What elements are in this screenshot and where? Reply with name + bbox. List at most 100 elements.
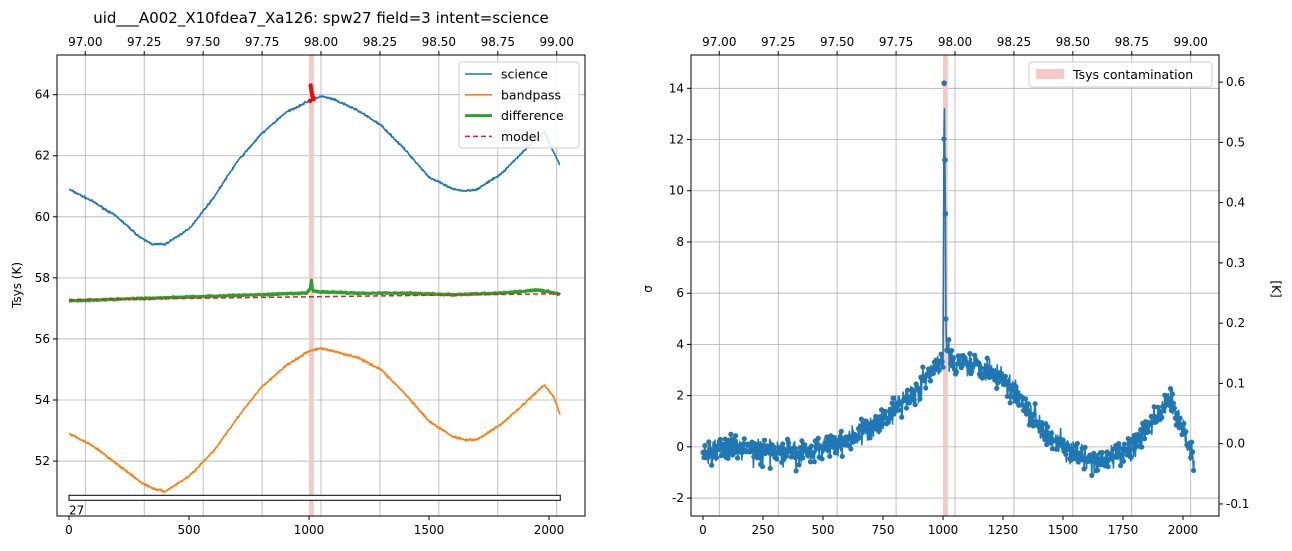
sigma-point — [1094, 467, 1101, 473]
sigma-point — [774, 456, 780, 462]
sigma-point — [867, 435, 873, 441]
sigma-point — [779, 459, 785, 465]
sigma-point — [799, 438, 805, 444]
sigma-point — [927, 378, 934, 384]
sigma-point — [946, 337, 952, 343]
legend-frame — [458, 61, 580, 149]
top-x-tick-label: 98.50 — [1056, 35, 1090, 49]
sigma-point — [845, 442, 851, 449]
x-tick-label: 2000 — [534, 523, 565, 537]
sigma-point — [830, 434, 837, 440]
sigma-point — [734, 455, 741, 461]
sigma-point — [1007, 400, 1013, 406]
sigma-point — [848, 446, 854, 452]
sigma-point — [1031, 411, 1037, 417]
sigma-point — [1183, 428, 1189, 435]
right-gridlines — [691, 55, 1219, 516]
model-line — [68, 292, 561, 301]
sigma-point — [807, 459, 814, 465]
sigma-point — [940, 364, 946, 370]
left-y-axis-label: Tsys (K) — [10, 262, 24, 309]
y-tick-label: 2 — [676, 389, 684, 403]
sigma-point — [740, 441, 746, 447]
y-tick-label: 60 — [35, 210, 50, 224]
sigma-point — [728, 431, 734, 437]
sigma-point — [899, 414, 905, 420]
sigma-point — [1021, 407, 1027, 414]
sigma-point — [904, 387, 911, 393]
sigma-point — [882, 408, 889, 415]
sigma-line — [702, 107, 1195, 477]
sigma-point — [1151, 404, 1157, 410]
sigma-point — [778, 451, 784, 457]
y-tick-label: -2 — [672, 491, 684, 505]
sigma-point — [759, 463, 766, 470]
right-y-tick-label: 0.1 — [1226, 376, 1245, 390]
sigma-point — [1190, 467, 1197, 474]
sigma-point — [983, 363, 989, 370]
sigma-point — [815, 435, 821, 441]
sigma-point — [943, 316, 949, 322]
sigma-point — [1124, 452, 1130, 458]
right-y-tick-label: 0.6 — [1226, 75, 1245, 89]
top-x-tick-label: 97.00 — [702, 35, 736, 49]
sigma-point — [725, 455, 731, 461]
sigma-point — [1082, 444, 1088, 450]
sigma-point — [1099, 450, 1105, 456]
sigma-point — [702, 443, 708, 449]
sigma-point — [1132, 445, 1138, 451]
y-tick-label: 0 — [676, 440, 684, 454]
x-tick-label: 1250 — [988, 523, 1019, 537]
sigma-point — [1186, 444, 1192, 450]
top-x-tick-label: 98.75 — [481, 35, 515, 49]
sigma-point — [1128, 454, 1134, 460]
y-tick-label: 54 — [35, 393, 50, 407]
right-ticks: 0 250 500 750 1000 1250 1500 1750 2000 97.00 97.25… — [669, 35, 1250, 537]
right-legend: Tsys contamination — [1028, 61, 1213, 88]
sigma-point — [1145, 429, 1152, 435]
x-tick-label: 1750 — [1108, 523, 1139, 537]
sigma-point — [1042, 436, 1048, 443]
sigma-point — [1046, 434, 1052, 441]
top-x-tick-label: 97.50 — [186, 35, 220, 49]
sigma-point — [982, 369, 988, 375]
top-x-tick-label: 98.75 — [1115, 35, 1149, 49]
right-y-tick-label: 0.4 — [1226, 196, 1245, 210]
y-tick-label: 52 — [35, 454, 50, 468]
x-tick-label: 2000 — [1168, 523, 1199, 537]
sigma-point — [975, 360, 982, 366]
sigma-point — [1174, 410, 1180, 416]
y-tick-label: 8 — [676, 235, 684, 249]
sigma-point — [745, 442, 751, 448]
sigma-point — [1013, 384, 1019, 390]
left-series — [67, 83, 562, 493]
top-x-tick-label: 99.00 — [1174, 35, 1208, 49]
right-y-tick-label: 0.0 — [1226, 437, 1245, 451]
difference-line — [67, 278, 562, 303]
sigma-point — [791, 445, 797, 451]
right-series — [700, 80, 1197, 478]
sigma-point — [930, 370, 937, 377]
sigma-point — [938, 351, 944, 357]
sigma-point — [953, 369, 960, 375]
sigma-point — [825, 447, 831, 453]
sigma-point — [1188, 454, 1194, 461]
sigma-point — [876, 428, 882, 434]
sigma-point — [939, 359, 945, 365]
right-y-tick-label: 0.5 — [1226, 135, 1245, 149]
sigma-point — [1136, 434, 1142, 440]
sigma-point — [1114, 454, 1120, 460]
sigma-point — [1053, 446, 1059, 452]
sigma-point — [1063, 451, 1069, 458]
sigma-point — [1139, 444, 1145, 450]
sigma-point — [889, 400, 895, 406]
sigma-point — [800, 455, 806, 461]
sigma-point — [1101, 456, 1107, 462]
sigma-point — [1118, 462, 1124, 469]
y-tick-label: 4 — [676, 337, 684, 351]
right-y-axis-label: σ — [641, 285, 655, 293]
sigma-point — [1060, 437, 1066, 443]
sigma-point — [902, 394, 909, 400]
sigma-point — [813, 446, 819, 452]
